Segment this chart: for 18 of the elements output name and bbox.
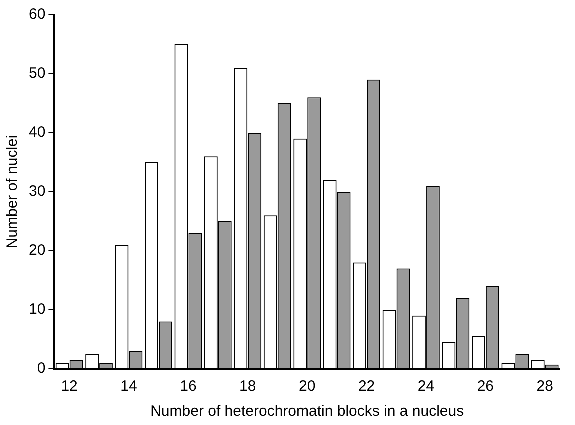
x-tick-label: 24: [418, 378, 435, 396]
x-tick-label: 18: [240, 378, 256, 396]
y-tick-label: 10: [28, 301, 46, 318]
y-tick-label: 0: [37, 360, 46, 378]
x-tick-label: 22: [358, 378, 376, 396]
y-tick-label: 20: [28, 242, 46, 260]
x-tick-label: 16: [180, 378, 197, 396]
y-tick-label: 60: [28, 6, 46, 24]
x-tick-label: 12: [61, 378, 78, 396]
x-tick-label: 14: [120, 378, 138, 396]
y-tick-label: 30: [28, 183, 46, 200]
y-axis-title: Number of nuclei: [4, 135, 22, 249]
x-tick-label: 28: [536, 378, 554, 396]
x-tick-label: 20: [299, 378, 316, 396]
x-axis-title: Number of heterochromatin blocks in a nucleus: [150, 403, 464, 420]
y-tick-label: 50: [28, 65, 46, 82]
x-tick-label: 26: [477, 378, 494, 396]
y-tick-label: 40: [28, 124, 46, 142]
